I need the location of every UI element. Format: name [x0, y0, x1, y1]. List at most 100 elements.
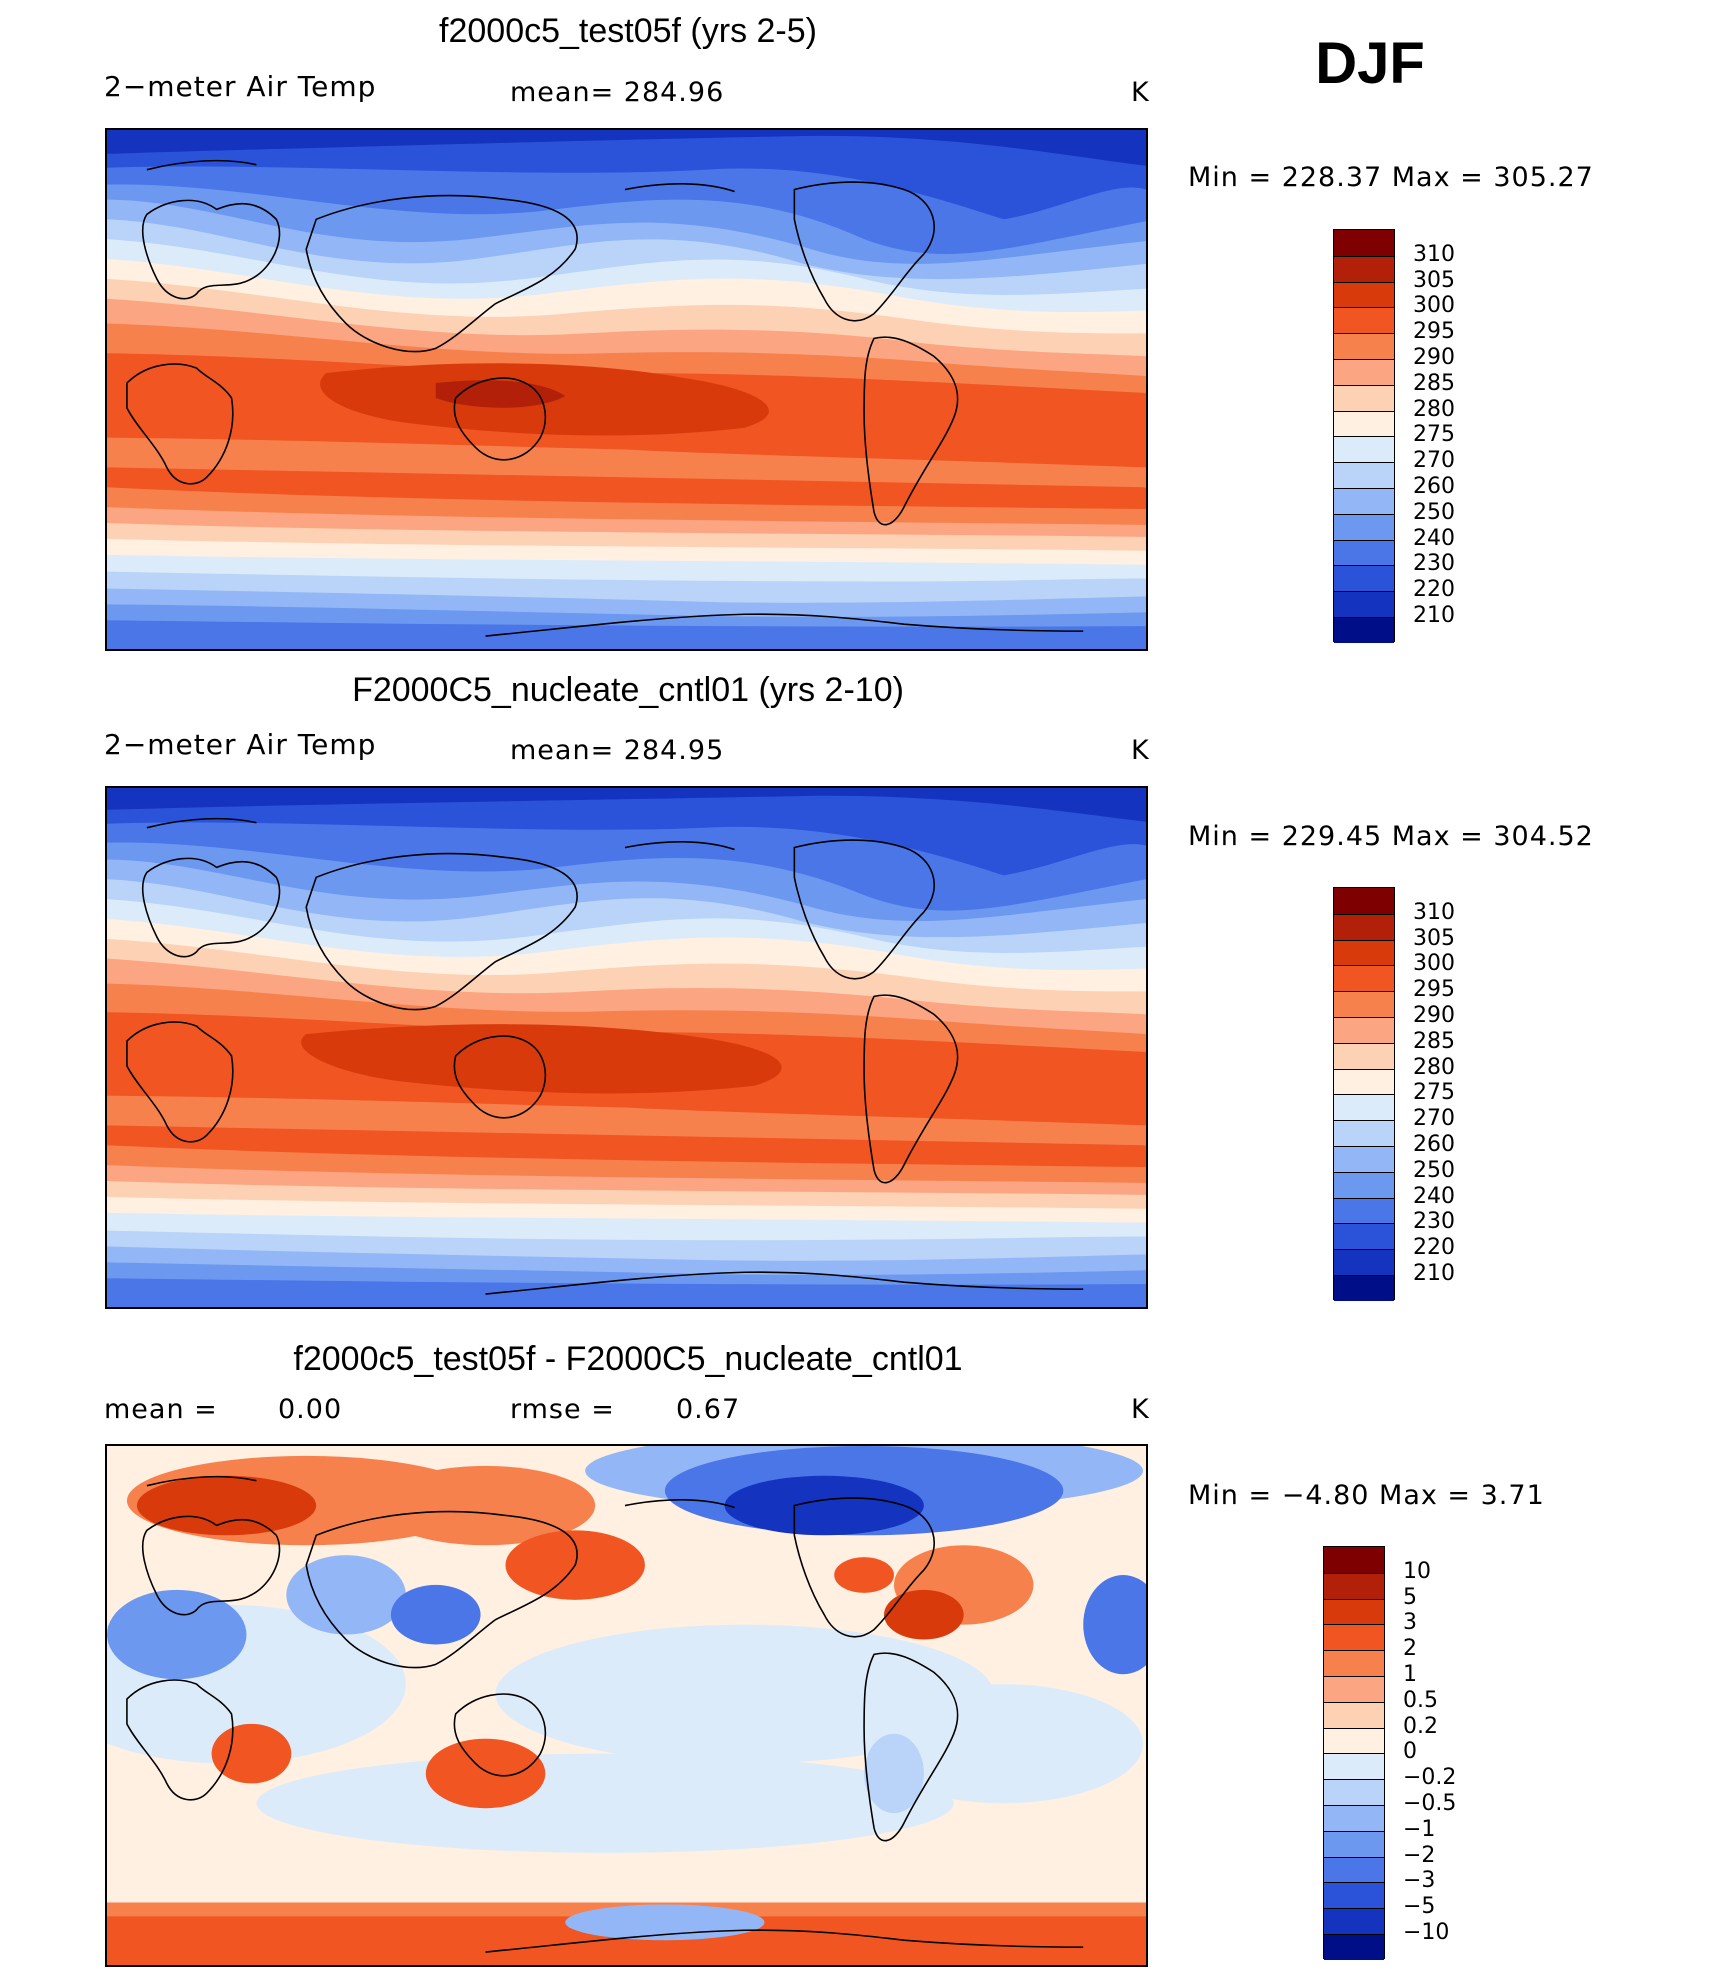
panel-2-map-svg	[107, 788, 1146, 1307]
panel-2-title: F2000C5_nucleate_cntl01 (yrs 2-10)	[352, 671, 904, 709]
panel-1-units: K	[1131, 77, 1150, 108]
colorbar-swatch	[1334, 1146, 1394, 1172]
colorbar-swatch	[1324, 1727, 1384, 1754]
panel-1-map-svg	[107, 130, 1146, 649]
colorbar-swatch	[1324, 1805, 1384, 1831]
colorbar-tick-label: 2	[1403, 1636, 1417, 1662]
panel-1-map	[105, 128, 1148, 651]
panel-2-mean: mean= 284.95	[510, 735, 725, 766]
colorbar-swatch	[1324, 1701, 1384, 1728]
panel-1-minmax: Min = 228.37 Max = 305.27	[1188, 162, 1594, 193]
colorbar-swatch	[1324, 1856, 1384, 1883]
panel-3-minmax: Min = −4.80 Max = 3.71	[1188, 1480, 1545, 1511]
colorbar-tick-label: 280	[1413, 396, 1455, 422]
colorbar-swatch	[1334, 436, 1394, 463]
colorbar-swatch	[1334, 617, 1394, 643]
colorbar-swatch	[1334, 913, 1394, 940]
colorbar-swatch	[1334, 1197, 1394, 1224]
colorbar-swatch	[1334, 488, 1394, 514]
colorbar-swatch	[1334, 1094, 1394, 1121]
colorbar-tick-label: 250	[1413, 499, 1455, 525]
panel-3-mean-label: mean =	[104, 1394, 218, 1425]
colorbar-tick-label: −0.5	[1403, 1791, 1457, 1816]
colorbar-swatch	[1324, 1934, 1384, 1960]
season-label: DJF	[1315, 31, 1425, 96]
panel-1-mean: mean= 284.96	[510, 77, 725, 108]
colorbar-swatch	[1334, 1275, 1394, 1301]
colorbar-swatch	[1334, 1249, 1394, 1275]
colorbar-swatch	[1334, 991, 1394, 1017]
colorbar-tick-label: 1	[1403, 1662, 1417, 1687]
colorbar-swatch	[1334, 1171, 1394, 1198]
colorbar-tick-label: 220	[1413, 577, 1455, 603]
colorbar-swatch	[1334, 1042, 1394, 1069]
colorbar-tick-label: 5	[1403, 1584, 1417, 1610]
colorbar-tick-label: 260	[1413, 1132, 1455, 1157]
colorbar-swatches	[1333, 229, 1395, 643]
colorbar-swatch	[1334, 1017, 1394, 1043]
colorbar-tick-label: 300	[1413, 293, 1455, 319]
colorbar-tick-label: −10	[1403, 1920, 1450, 1945]
panel-2-units: K	[1131, 735, 1150, 766]
colorbar-tick-label: −1	[1403, 1816, 1436, 1842]
colorbar-tick-label: −5	[1403, 1894, 1436, 1920]
colorbar-tick-label: 250	[1413, 1157, 1455, 1183]
colorbar-swatch	[1334, 410, 1394, 437]
colorbar-tick-label: 0.2	[1403, 1713, 1438, 1739]
colorbar-tick-label: 210	[1413, 603, 1455, 628]
colorbar-swatches	[1323, 1546, 1385, 1960]
colorbar-tick-label: 290	[1413, 345, 1455, 370]
colorbar-swatch	[1334, 230, 1394, 256]
colorbar-swatch	[1334, 1223, 1394, 1250]
panel-1-variable-label: 2−meter Air Temp	[104, 70, 377, 103]
colorbar-swatch	[1334, 307, 1394, 334]
colorbar-tick-label: 10	[1403, 1558, 1431, 1584]
colorbar-swatch	[1334, 359, 1394, 385]
colorbar-swatch	[1334, 965, 1394, 992]
panel-3-title: f2000c5_test05f - F2000C5_nucleate_cntl0…	[293, 1340, 963, 1378]
colorbar-swatch	[1334, 888, 1394, 914]
colorbar-swatch	[1324, 1676, 1384, 1702]
colorbar-swatch	[1334, 1068, 1394, 1095]
panel-1-title: f2000c5_test05f (yrs 2-5)	[439, 12, 817, 50]
colorbar-tick-label: 280	[1413, 1054, 1455, 1080]
panel-3-rmse-label: rmse =	[510, 1394, 615, 1425]
panel-2-map	[105, 786, 1148, 1309]
colorbar-tick-label: 285	[1413, 370, 1455, 396]
colorbar-tick-label: 295	[1413, 319, 1455, 345]
colorbar-swatch	[1324, 1572, 1384, 1599]
colorbar-tick-label: 310	[1413, 241, 1455, 267]
colorbar-tick-label: 210	[1413, 1261, 1455, 1286]
colorbar-tick-label: −0.2	[1403, 1765, 1457, 1791]
colorbar-tick-label: 285	[1413, 1028, 1455, 1054]
colorbar-tick-label: 270	[1413, 1106, 1455, 1132]
panel-3-map	[105, 1444, 1148, 1967]
colorbar-tick-label: 290	[1413, 1003, 1455, 1028]
panel-2-minmax: Min = 229.45 Max = 304.52	[1188, 821, 1594, 852]
colorbar-swatch	[1334, 539, 1394, 566]
colorbar-swatch	[1334, 939, 1394, 966]
colorbar-swatch	[1334, 462, 1394, 488]
colorbar-tick-label: −2	[1403, 1842, 1436, 1868]
colorbar-tick-label: 275	[1413, 1080, 1455, 1106]
colorbar-tick-label: −3	[1403, 1868, 1436, 1894]
colorbar-swatch	[1334, 333, 1394, 359]
colorbar-swatch	[1334, 565, 1394, 592]
panel-3-mean-value: 0.00	[278, 1394, 343, 1425]
colorbar-swatch	[1324, 1598, 1384, 1625]
panel-3-map-svg	[107, 1446, 1146, 1965]
colorbar-swatch	[1324, 1830, 1384, 1857]
colorbar-swatch	[1324, 1779, 1384, 1805]
colorbar-tick-label: 230	[1413, 1209, 1455, 1235]
colorbar-swatch	[1324, 1650, 1384, 1676]
colorbar-tick-label: 260	[1413, 474, 1455, 499]
colorbar-swatch	[1324, 1882, 1384, 1909]
colorbar-tick-label: 230	[1413, 551, 1455, 577]
panel-3-units: K	[1131, 1394, 1150, 1425]
colorbar-swatch	[1334, 591, 1394, 617]
colorbar-tick-label: 270	[1413, 448, 1455, 474]
colorbar-tick-label: 3	[1403, 1610, 1417, 1636]
colorbar-tick-label: 0	[1403, 1739, 1417, 1765]
colorbar-tick-label: 300	[1413, 951, 1455, 977]
colorbar-swatch	[1334, 281, 1394, 308]
